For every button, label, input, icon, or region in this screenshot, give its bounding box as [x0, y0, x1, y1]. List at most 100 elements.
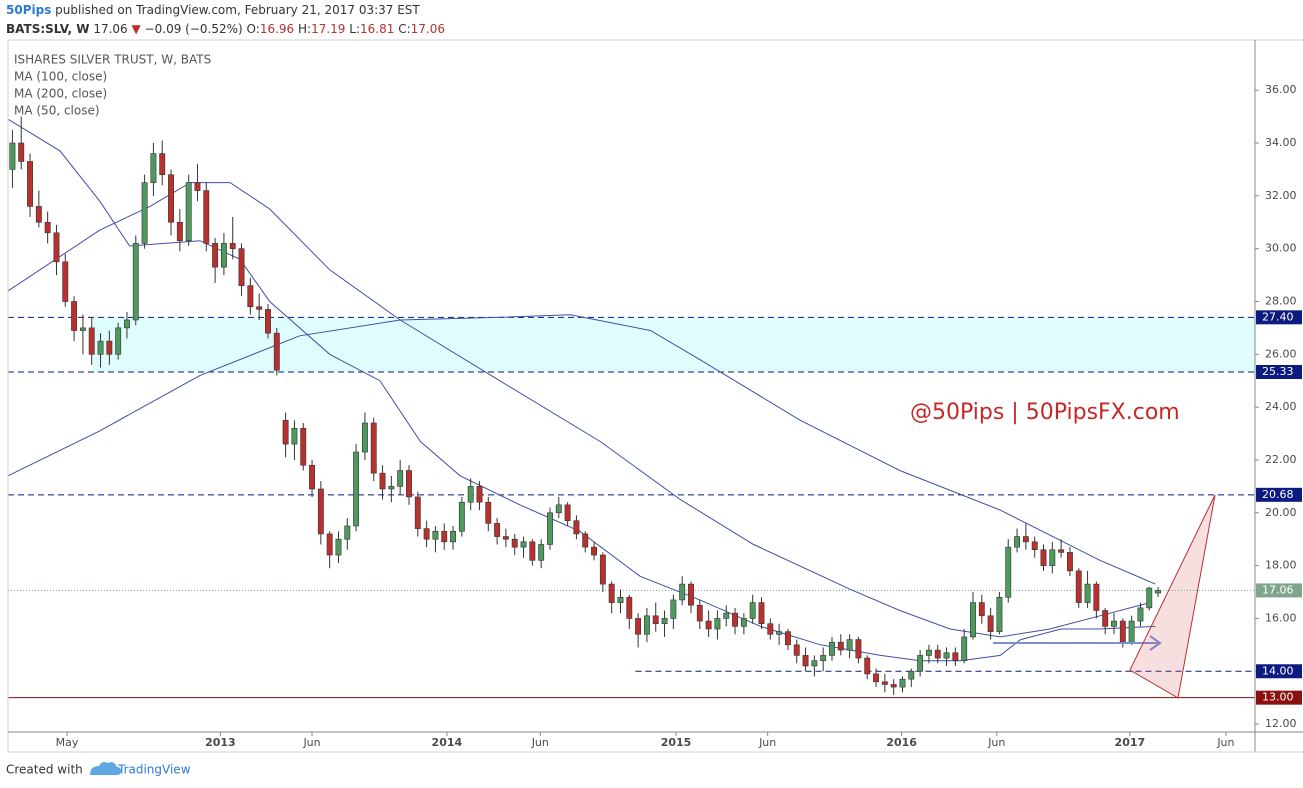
candle-body: [203, 190, 210, 244]
candle-body: [485, 501, 492, 524]
candle-body: [749, 602, 756, 619]
candle-body: [652, 615, 659, 625]
candle-body: [458, 501, 465, 532]
candle-body: [9, 142, 16, 170]
candle-body: [502, 536, 509, 540]
candle-body: [344, 525, 351, 540]
last-price: 17.06: [93, 22, 127, 36]
candle-body: [925, 649, 932, 656]
x-tick-label: 2014: [432, 736, 463, 749]
legend-entry: MA (200, close): [14, 87, 107, 101]
candle-body: [688, 583, 694, 606]
publish-line: 50Pips published on TradingView.com, Feb…: [6, 3, 420, 17]
candle-body: [802, 655, 809, 667]
level-badge: [1256, 487, 1302, 502]
candle-body: [679, 583, 686, 601]
candle-body: [379, 472, 386, 490]
open-value: 16.96: [260, 22, 294, 36]
level-label: 25.33: [1262, 365, 1294, 378]
candle-body: [256, 306, 263, 310]
candle-body: [1146, 587, 1153, 609]
candle-body: [150, 153, 157, 183]
candle-body: [1093, 583, 1100, 611]
y-tick-label: 32.00: [1265, 189, 1297, 202]
instrument-title: ISHARES SILVER TRUST, W, BATS: [14, 53, 211, 67]
candle-body: [917, 655, 924, 672]
candle-body: [908, 670, 915, 680]
candle-body: [282, 420, 289, 445]
candle-body: [361, 422, 368, 453]
y-tick-label: 22.00: [1265, 453, 1297, 466]
open-label: O:: [247, 22, 260, 36]
candle-body: [511, 538, 518, 548]
candle-body: [617, 596, 624, 603]
candle-body: [212, 243, 219, 268]
candle-body: [1102, 610, 1109, 627]
candle-body: [229, 243, 236, 249]
y-tick-label: 34.00: [1265, 136, 1297, 149]
candle-body: [53, 232, 60, 263]
y-tick-label: 30.00: [1265, 242, 1297, 255]
level-badge: [1256, 365, 1302, 380]
candle-body: [1084, 583, 1091, 603]
candle-body: [27, 161, 33, 207]
candle-body: [265, 309, 271, 334]
close-label: C:: [398, 22, 410, 36]
footer-brand[interactable]: TradingView: [117, 763, 191, 777]
candle-body: [978, 602, 985, 617]
level-badge: [1256, 310, 1302, 325]
candle-body: [247, 285, 254, 308]
candle-body: [943, 652, 950, 659]
candle-body: [547, 512, 553, 545]
plot-area: [7, 116, 1255, 699]
candle-body: [185, 182, 192, 242]
candle-body: [414, 496, 421, 529]
candle-body: [564, 504, 571, 522]
candle-body: [353, 451, 360, 527]
candle-body: [696, 604, 703, 622]
candle-body: [1040, 549, 1047, 566]
candle-body: [1155, 590, 1162, 594]
candle-body: [450, 530, 456, 543]
candle-body: [793, 644, 800, 656]
candle-body: [71, 301, 78, 331]
candle-body: [864, 657, 871, 675]
candle-body: [1128, 620, 1135, 643]
x-tick-label: May: [56, 736, 79, 749]
candle-body: [273, 332, 280, 371]
candle-body: [591, 546, 597, 556]
candle-body: [555, 504, 562, 514]
author[interactable]: 50Pips: [6, 3, 51, 17]
candle-body: [62, 261, 69, 302]
candle-body: [309, 464, 315, 490]
candle-body: [661, 618, 668, 625]
brand-logo[interactable]: [90, 762, 121, 775]
candle-body: [106, 340, 113, 355]
candle-body: [476, 486, 483, 503]
candle-body: [388, 486, 395, 490]
candle-body: [952, 652, 959, 661]
candle-body: [670, 599, 677, 619]
candle-body: [1058, 549, 1065, 553]
candle-body: [317, 488, 324, 535]
x-tick-label: 2017: [1115, 736, 1146, 749]
candle-body: [1119, 620, 1126, 643]
candle-body: [132, 243, 139, 321]
candle-body: [326, 533, 333, 556]
candle-body: [635, 618, 642, 635]
candle-body: [220, 243, 227, 268]
candle-body: [705, 620, 712, 630]
level-label: 17.06: [1262, 583, 1294, 596]
projection-triangle: [1129, 494, 1216, 699]
x-tick-label: 2015: [661, 736, 692, 749]
low-value: 16.81: [360, 22, 394, 36]
candle-body: [432, 530, 439, 540]
candle-body: [934, 649, 941, 659]
candle-body: [88, 327, 95, 355]
candle-body: [176, 221, 183, 242]
candle-body: [1066, 552, 1073, 572]
level-label: 20.68: [1262, 488, 1294, 501]
candle-body: [423, 528, 430, 540]
x-tick-label: Jun: [531, 736, 549, 749]
candle-body: [529, 541, 536, 561]
